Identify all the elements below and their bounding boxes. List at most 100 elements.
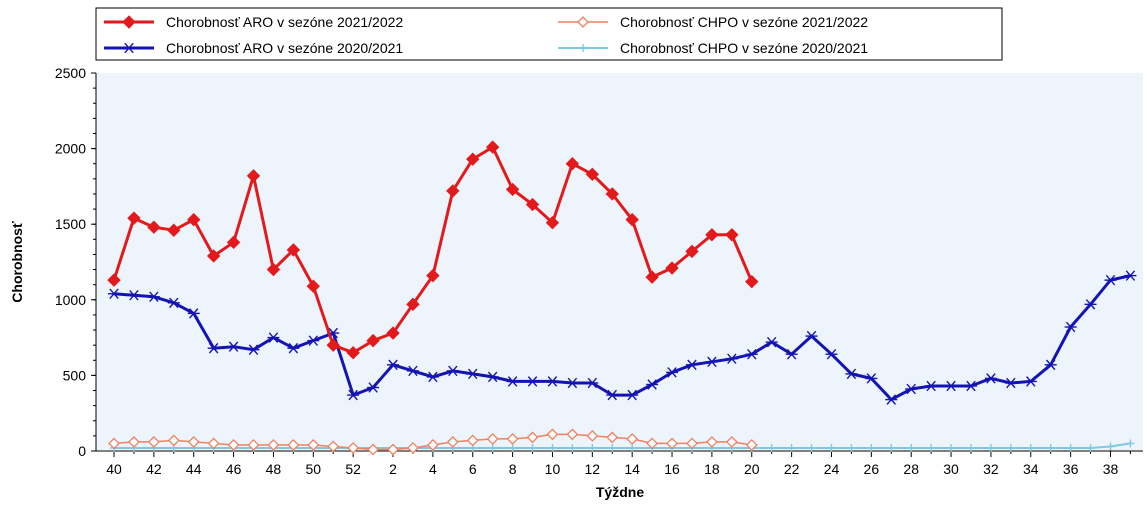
data-point [247, 439, 260, 451]
data-point [1126, 439, 1135, 448]
data-point [787, 443, 796, 452]
data-point [646, 379, 659, 390]
x-tick-label: 10 [545, 461, 561, 477]
series-0 [107, 140, 759, 360]
legend: Chorobnosť ARO v sezóne 2021/2022 Chorobn… [95, 7, 1003, 61]
data-point [947, 443, 956, 452]
x-tick-label: 28 [903, 461, 919, 477]
data-point [984, 373, 997, 384]
legend-item: Chorobnosť ARO v sezóne 2021/2022 [104, 14, 403, 30]
data-point [577, 16, 589, 28]
data-point [1026, 443, 1035, 452]
data-point [546, 428, 559, 441]
data-point [885, 394, 898, 405]
data-point [207, 342, 220, 354]
data-point [108, 437, 120, 450]
data-point [466, 368, 479, 380]
data-point [486, 432, 499, 445]
legend-label: Chorobnosť ARO v sezóne 2020/2021 [166, 40, 403, 56]
data-point [666, 367, 679, 378]
data-point [488, 443, 497, 452]
data-point [628, 443, 637, 452]
data-point [446, 184, 460, 198]
data-point [925, 380, 938, 392]
x-axis: 40 42 44 46 48 50 52 2 4 6 8 10 12 14 16 18 20 22 24 26 28 30… [106, 451, 1131, 477]
y-tick-label: 0 [78, 443, 86, 459]
data-point [827, 443, 836, 452]
x-tick-label: 6 [469, 461, 477, 477]
data-point [847, 443, 856, 452]
data-point [246, 169, 261, 183]
data-point [705, 436, 718, 448]
data-point [486, 371, 499, 383]
data-point [588, 443, 597, 452]
data-point [508, 443, 517, 452]
y-tick-label: 1000 [55, 292, 86, 308]
y-axis: 0 500 1000 1500 2000 2500 [55, 65, 96, 459]
data-point [1086, 443, 1095, 452]
data-point [907, 443, 916, 452]
series-2 [108, 270, 1137, 405]
data-point [227, 439, 240, 451]
x-tick-label: 14 [624, 461, 640, 477]
data-point [845, 368, 858, 380]
x-tick-label: 8 [509, 461, 517, 477]
data-point [927, 443, 936, 452]
data-point [1006, 443, 1015, 452]
data-point [685, 244, 699, 259]
data-point [187, 212, 201, 227]
data-point [426, 268, 440, 283]
legend-label: Chorobnosť CHPO v sezóne 2021/2022 [620, 14, 868, 30]
data-point [546, 376, 559, 387]
series-line [114, 442, 1131, 449]
x-tick-label: 18 [704, 461, 720, 477]
data-point [725, 353, 738, 365]
x-axis-title: Týždne [596, 484, 644, 500]
data-point [606, 431, 619, 444]
y-tick-label: 2500 [55, 65, 86, 81]
data-point [725, 436, 738, 448]
data-point [327, 440, 340, 453]
data-point [887, 443, 896, 452]
data-point [307, 335, 320, 346]
data-point [267, 439, 280, 451]
legend-item: Chorobnosť CHPO v sezóne 2021/2022 [558, 14, 868, 30]
data-point [646, 437, 659, 450]
data-point [506, 432, 519, 445]
data-point [548, 443, 557, 452]
data-point [666, 437, 678, 450]
data-point [1044, 359, 1057, 371]
data-point [579, 44, 587, 52]
data-point [367, 382, 380, 393]
data-point [1046, 443, 1055, 452]
data-point [366, 333, 380, 348]
x-tick-label: 42 [146, 461, 162, 477]
y-tick-label: 500 [63, 367, 87, 383]
data-point [107, 273, 121, 287]
data-point [665, 261, 679, 275]
x-tick-label: 16 [664, 461, 680, 477]
legend-item: Chorobnosť ARO v sezóne 2020/2021 [104, 40, 403, 56]
legend-item: Chorobnosť CHPO v sezóne 2020/2021 [558, 40, 868, 56]
data-point [123, 42, 135, 54]
data-point [568, 443, 577, 452]
data-point [825, 348, 838, 360]
data-point [407, 442, 419, 454]
data-point [867, 443, 876, 452]
data-point [207, 437, 220, 450]
x-tick-label: 46 [226, 461, 242, 477]
legend-label: Chorobnosť ARO v sezóne 2021/2022 [166, 14, 403, 30]
data-point [905, 383, 918, 395]
data-point [127, 290, 140, 301]
data-point [765, 336, 778, 348]
data-point [605, 187, 619, 201]
series-1 [108, 428, 758, 456]
data-point [865, 373, 878, 384]
data-point [306, 279, 321, 293]
data-point [566, 428, 579, 441]
x-tick-label: 38 [1103, 461, 1119, 477]
data-point [307, 439, 320, 451]
data-point [206, 249, 221, 263]
data-point [347, 442, 360, 454]
